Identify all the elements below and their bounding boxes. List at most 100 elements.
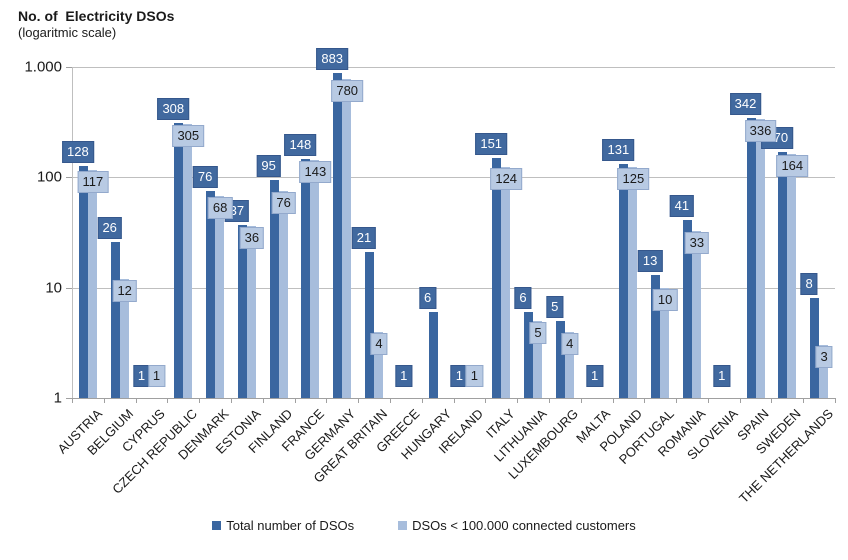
legend: Total number of DSOs DSOs < 100.000 conn… [0,518,848,533]
bar-under-100k-finland [278,190,288,398]
bar-under-100k-lithuania [533,320,542,398]
legend-swatch-total [212,521,222,530]
y-axis-line [72,67,73,398]
bar-under-100k-luxembourg [564,331,574,398]
y-axis-tick [66,288,72,289]
legend-label-under-100k: DSOs < 100.000 connected customers [412,518,636,533]
bar-value-label-total-austria: 128 [62,140,94,163]
x-axis-tick [453,398,455,403]
legend-label-total: Total number of DSOs [226,518,355,533]
chart-subtitle: (logaritmic scale) [18,25,117,40]
bar-total-luxembourg [555,320,565,398]
y-axis-tick-label: 10 [45,279,62,297]
y-axis-tick-label: 1 [53,389,62,407]
bar-total-austria [78,165,88,398]
bar-value-label-total-spain: 342 [729,93,762,116]
bar-value-label-under-100k-france: 143 [299,161,332,184]
gridline-100 [72,177,835,178]
bar-value-label-under-100k-austria: 117 [77,170,109,193]
bar-value-label-total-poland: 131 [602,139,635,162]
bar-value-label-total-cyprus: 1 [132,365,151,387]
bar-under-100k-denmark [215,195,225,398]
x-axis-tick [358,398,360,403]
bar-value-label-under-100k-italy: 124 [490,168,523,190]
bar-under-100k-portugal [660,287,670,398]
bar-value-label-under-100k-cyprus: 1 [147,365,166,387]
bar-under-100k-great-britain [374,331,383,398]
bar-value-label-total-hungary: 6 [418,287,437,310]
x-axis-tick [421,398,423,403]
x-axis-tick [294,398,296,403]
bar-under-100k-czech-republic [183,123,193,398]
bar-total-belgium [110,241,120,398]
bar-value-label-total-slovenia: 1 [713,365,731,387]
x-axis-tick [835,398,836,403]
bar-total-czech-republic [174,123,184,398]
bar-total-finland [269,179,279,398]
bar-value-label-under-100k-finland: 76 [271,191,296,214]
bar-value-label-under-100k-luxembourg: 4 [561,332,579,355]
x-axis-tick [771,398,773,403]
bar-value-label-under-100k-romania: 33 [684,231,710,254]
bar-total-estonia [237,225,247,398]
bar-value-label-total-germany: 883 [316,48,349,70]
bar-total-portugal [651,275,661,398]
bar-value-label-under-100k-germany: 780 [331,79,364,102]
x-axis-tick [199,398,201,403]
bar-value-label-under-100k-poland: 125 [617,167,650,190]
bar-value-label-total-greece: 1 [395,365,413,387]
x-axis-tick [262,398,264,403]
bar-value-label-under-100k-sweden: 164 [776,154,809,177]
x-axis-tick [548,398,550,403]
bar-under-100k-sweden [787,153,797,398]
x-axis-tick [231,398,232,403]
bar-total-hungary [428,312,438,398]
bar-under-100k-france [310,160,320,398]
x-axis-tick [580,398,582,403]
bar-under-100k-estonia [246,226,256,398]
bar-under-100k-italy [501,167,511,398]
bar-value-label-total-portugal: 13 [637,250,663,273]
x-axis-tick [644,398,646,403]
bar-total-france [301,158,311,398]
bar-value-label-under-100k-the-netherlands: 3 [815,346,833,369]
x-axis-tick [72,398,73,403]
x-axis-tick [167,398,169,403]
bar-total-romania [682,220,692,398]
bar-value-label-total-romania: 41 [669,195,695,218]
y-axis-tick-label: 100 [36,168,62,186]
bar-under-100k-germany [342,78,352,398]
x-axis-tick [389,398,391,403]
legend-item-total: Total number of DSOs [212,518,354,533]
x-axis-tick [135,398,137,403]
bar-value-label-under-100k-belgium: 12 [112,279,137,302]
bar-value-label-under-100k-denmark: 68 [207,196,233,219]
x-axis-tick [103,398,105,403]
bar-value-label-total-the-netherlands: 8 [800,273,818,296]
x-axis-tick [676,398,677,403]
bar-value-label-under-100k-portugal: 10 [652,288,678,311]
bar-value-label-total-france: 148 [284,133,317,156]
bar-total-germany [333,73,343,398]
bar-under-100k-poland [628,166,638,398]
bar-value-label-total-malta: 1 [585,365,604,387]
bar-value-label-total-belgium: 26 [97,216,122,239]
bar-under-100k-austria [87,169,97,398]
x-axis-tick [612,398,614,403]
x-axis-tick [517,398,519,403]
bar-value-label-under-100k-ireland: 1 [465,365,484,387]
bar-value-label-under-100k-great-britain: 4 [370,332,388,355]
bar-total-lithuania [524,312,533,398]
x-axis-tick [739,398,741,403]
bar-total-great-britain [365,252,374,398]
x-axis-tick [803,398,805,403]
y-axis-tick [66,177,72,178]
bar-total-poland [619,164,629,398]
y-axis-tick [66,398,72,399]
bar-value-label-total-czech-republic: 308 [157,98,190,121]
bar-value-label-total-finland: 95 [256,154,281,177]
bar-value-label-under-100k-spain: 336 [744,120,777,143]
bar-total-denmark [206,190,216,398]
y-axis-tick [66,67,72,68]
legend-item-under-100k: DSOs < 100.000 connected customers [398,518,636,533]
